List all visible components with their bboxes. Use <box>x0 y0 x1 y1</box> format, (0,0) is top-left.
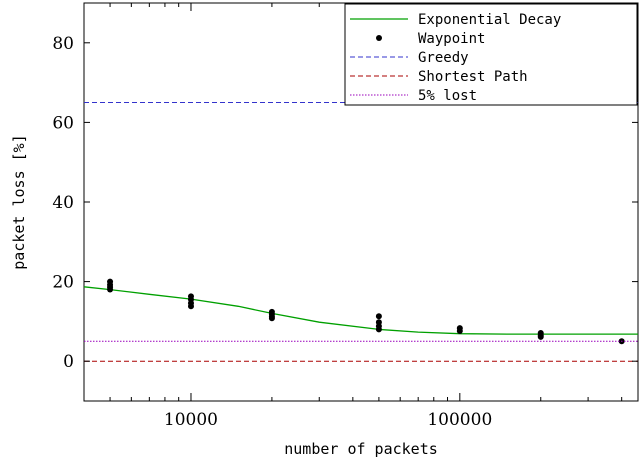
legend-box <box>344 3 638 106</box>
legend-marker-waypoint <box>376 35 382 41</box>
y-tick-label: 0 <box>63 352 74 372</box>
legend-label-greedy: Greedy <box>418 50 469 66</box>
waypoint-point <box>537 333 544 340</box>
waypoint-point <box>268 315 275 322</box>
legend-label-exponential-decay: Exponential Decay <box>418 12 561 28</box>
legend-label-waypoint: Waypoint <box>418 31 485 47</box>
waypoint-point <box>375 326 382 333</box>
tick-layer: 0 20 40 60 80 10000 100000 <box>52 3 638 430</box>
legend-label-shortest-path: Shortest Path <box>418 69 528 85</box>
y-axis-label: packet loss [%] <box>10 134 28 269</box>
waypoint-point <box>375 313 382 320</box>
exponential-decay-line <box>83 286 638 335</box>
legend-label-5-lost: 5% lost <box>418 88 477 104</box>
waypoint-point <box>187 303 194 310</box>
legend: Exponential Decay Waypoint Greedy Shortest … <box>344 3 638 106</box>
series-layer <box>83 102 638 362</box>
x-tick-label: 100000 <box>427 410 492 430</box>
x-tick-label: 10000 <box>164 410 218 430</box>
y-tick-label: 80 <box>52 34 74 54</box>
waypoint-point <box>107 286 114 293</box>
y-tick-label: 40 <box>52 193 74 213</box>
y-tick-label: 20 <box>52 273 74 293</box>
y-tick-label: 60 <box>52 113 74 133</box>
waypoint-point <box>456 327 463 334</box>
x-axis-label: number of packets <box>284 440 438 458</box>
